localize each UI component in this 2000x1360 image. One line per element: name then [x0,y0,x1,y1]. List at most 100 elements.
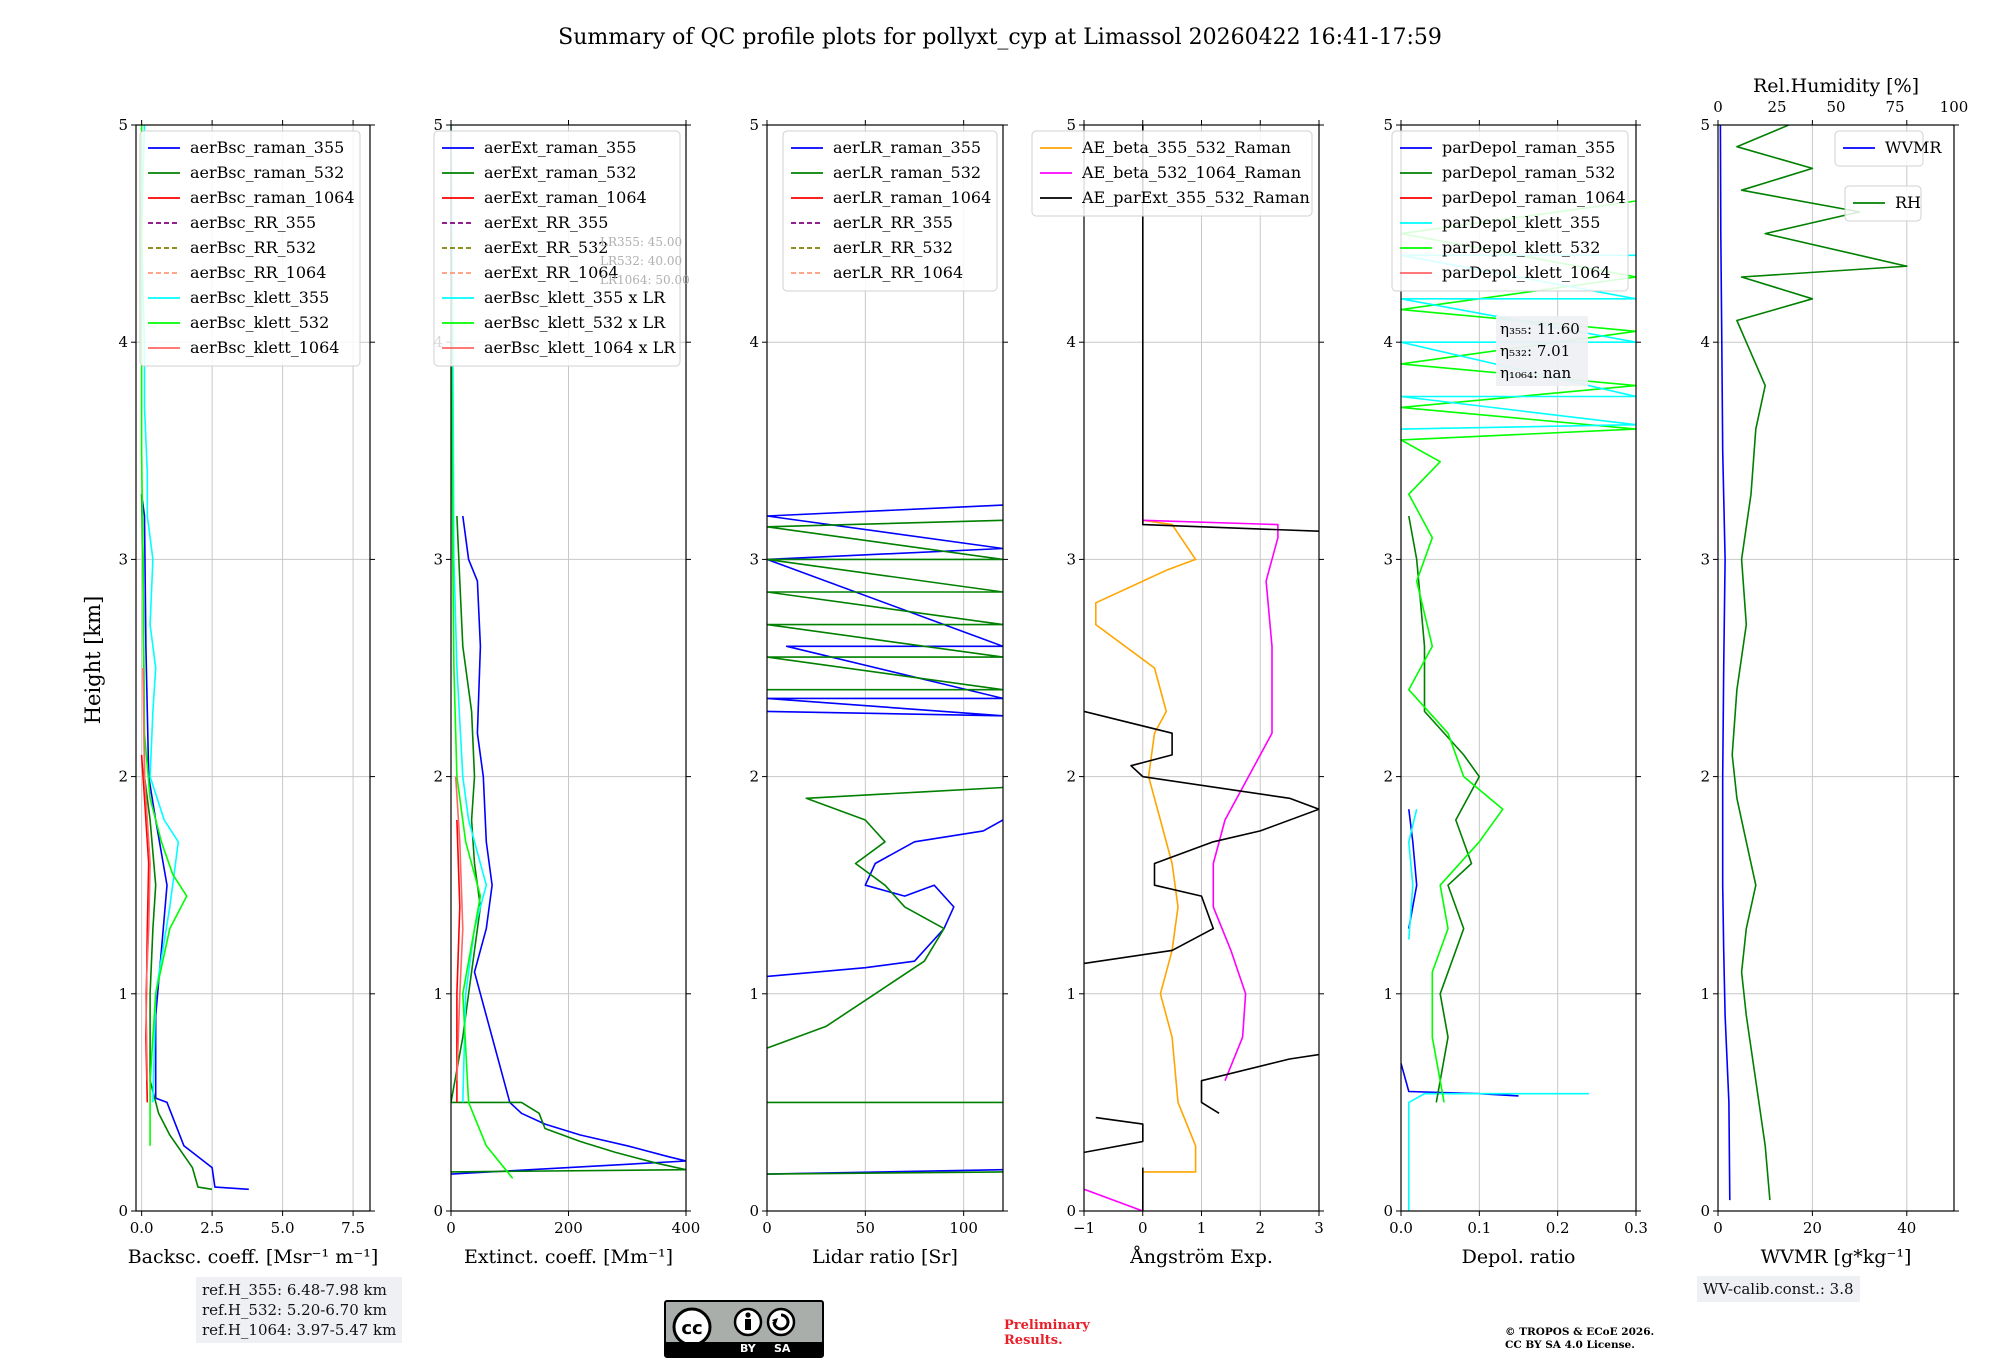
refh-355: ref.H_355: 6.48-7.98 km [202,1281,387,1299]
wv-calib-box: WV-calib.const.: 3.8 [1697,1276,1860,1302]
x-tick-label: 5.0 [271,1219,295,1237]
preliminary-note: Preliminary Results. [1004,1318,1090,1348]
legend-label: RH [1895,193,1921,212]
series-line-parDepol_raman_355 [1408,809,1418,929]
y-tick-label: 3 [433,550,443,568]
plot-area-ext [451,125,686,1179]
legend-label: parDepol_raman_532 [1442,163,1615,182]
y-tick-label: 0 [118,1202,128,1220]
y-tick-label: 2 [1066,768,1076,786]
legend-label: AE_parExt_355_532_Raman [1081,188,1310,207]
y-tick-label: 3 [749,550,759,568]
y-tick-label: 5 [1700,116,1710,134]
y-tick-label: 2 [1383,768,1393,786]
series-line-parDepol_klett_355 [1408,809,1418,940]
y-tick-label: 1 [1700,985,1710,1003]
legend-label: parDepol_klett_355 [1442,213,1600,232]
series-line-RH [1731,125,1908,1201]
legend-lr [782,130,998,292]
top-tick-label: 100 [1940,98,1969,116]
lr-note-text: LR355: 45.00 [600,235,682,249]
axes-frame [766,124,1004,1212]
copyright-note: © TROPOS & ECoE 2026. CC BY SA 4.0 Licen… [1505,1326,1654,1352]
legend-label: aerBsc_raman_1064 [190,188,355,207]
legend-label: aerExt_RR_355 [484,213,608,232]
x-axis-label: Depol. ratio [1462,1246,1576,1268]
series-line-aerBsc_klett_1064 [142,667,151,1081]
legend-label: aerBsc_klett_1064 [190,338,339,357]
x-tick-label: 0.1 [1467,1219,1491,1237]
y-tick-label: 4 [749,333,759,351]
legend-label: aerLR_RR_1064 [833,263,963,282]
y-tick-label: 0 [749,1202,759,1220]
y-tick-label: 4 [1383,333,1393,351]
panel-dep: 0.0 0.1 0.2 0.3 0 1 2 3 4 5 Depol. ratio parDepol_r… [1383,116,1647,1268]
panel-ext: 0200400012345Extinct. coeff. [Mm⁻¹]aerEx… [433,116,700,1268]
legend-label: AE_beta_532_1064_Raman [1081,163,1301,182]
series-line-AE_parExt_355_532_Raman [1200,1053,1319,1114]
figure-title: Summary of QC profile plots for pollyxt_… [558,25,1442,50]
series-line-WVMR [1719,125,1731,1201]
legend-wv [1834,130,1924,167]
legend-label: aerBsc_klett_1064 x LR [484,338,676,357]
series-line-aerLR_raman_532 [767,786,1003,1049]
x-axis-label: Extinct. coeff. [Mm⁻¹] [464,1246,673,1268]
refh-532: ref.H_532: 5.20-6.70 km [202,1301,387,1319]
series-line-aerLR_raman_355 [767,819,1003,978]
refh-info-box: ref.H_355: 6.48-7.98 km ref.H_532: 5.20-… [196,1277,403,1343]
series-line-AE_parExt_355_532_Raman [1142,125,1319,532]
x-axis-label: Backsc. coeff. [Msr⁻¹ m⁻¹] [128,1246,379,1268]
panel-wv: 0 20 40 0 1 2 3 4 5 WVMR [g*kg⁻¹] 0 25 50 75 100 Rel.Hu… [1700,75,1968,1268]
y-tick-label: 3 [1066,550,1076,568]
x-tick-label: 50 [856,1219,875,1237]
series-line-parDepol_raman_532 [1408,515,1481,1103]
cc-sa-label: SA [774,1342,791,1355]
y-tick-label: 1 [433,985,443,1003]
legend-label: aerBsc_RR_532 [190,238,316,257]
series-line-AE_parExt_355_532_Raman [1084,710,1319,965]
x-tick-label: 200 [554,1219,583,1237]
preliminary-line-2: Results. [1004,1333,1063,1348]
y-tick-label: 0 [1383,1202,1393,1220]
legend-label: aerBsc_klett_355 [190,288,329,307]
y-tick-label: 0 [433,1202,443,1220]
y-tick-label: 2 [118,768,128,786]
cc-by-label: BY [740,1342,756,1355]
y-tick-label: 2 [749,768,759,786]
y-tick-label: 5 [749,116,759,134]
x-tick-label: 0 [1138,1219,1148,1237]
series-line-aerBsc_raman_355 [140,494,249,1191]
legend-label: aerExt_raman_1064 [484,188,647,207]
x-tick-label: 0.3 [1624,1219,1648,1237]
x-tick-label: 0 [446,1219,456,1237]
legend-label: aerExt_RR_532 [484,238,608,257]
eta-text: η₁₀₆₄: nan [1500,364,1571,382]
y-axis-label: Height [km] [81,596,105,725]
refh-1064: ref.H_1064: 3.97-5.47 km [202,1321,397,1339]
series-line-AE_beta_355_532_Raman [1095,519,1197,1173]
legend-label: parDepol_klett_1064 [1442,263,1611,282]
legend-label: aerExt_RR_1064 [484,263,619,282]
legend-label: aerBsc_RR_1064 [190,263,326,282]
top-tick-label: 75 [1885,98,1904,116]
legend-label: aerLR_raman_532 [833,163,981,182]
panel-lr: 0 50 100 0 1 2 3 4 5 Lidar ratio [Sr] aerLR_raman_… [749,116,1008,1268]
axes-frame [1400,124,1637,1212]
series-line-AE_parExt_355_532_Raman [1084,1116,1144,1154]
copyright-line-2: CC BY SA 4.0 License. [1505,1339,1635,1351]
x-tick-label: 2.5 [200,1219,224,1237]
y-tick-label: 1 [749,985,759,1003]
eta-box [1496,316,1588,386]
y-tick-label: 5 [1066,116,1076,134]
y-tick-label: 5 [118,116,128,134]
series-line-aerBsc_klett_532 [140,125,188,1146]
x-tick-label: 100 [949,1219,978,1237]
cc-license-badge: cc BY SA [664,1300,824,1358]
x-tick-label: 0.0 [130,1219,154,1237]
x-tick-label: 400 [672,1219,701,1237]
plot-area-bsc [140,125,249,1191]
y-tick-label: 1 [118,985,128,1003]
x-tick-label: 0.2 [1546,1219,1570,1237]
